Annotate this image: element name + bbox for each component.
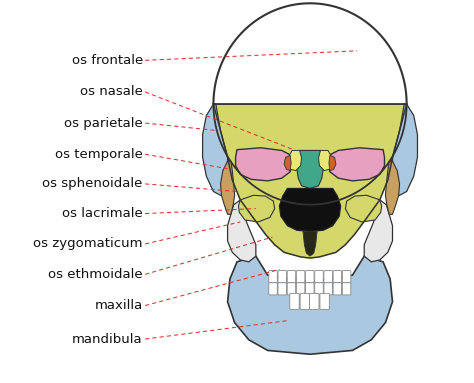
Polygon shape <box>328 148 384 181</box>
Polygon shape <box>286 151 301 170</box>
Polygon shape <box>220 161 235 214</box>
Polygon shape <box>213 104 407 258</box>
FancyBboxPatch shape <box>296 270 305 283</box>
Polygon shape <box>228 256 392 354</box>
FancyBboxPatch shape <box>300 293 310 309</box>
Polygon shape <box>284 155 291 170</box>
Polygon shape <box>346 195 382 222</box>
FancyBboxPatch shape <box>333 270 342 283</box>
Polygon shape <box>202 104 228 195</box>
Text: mandibula: mandibula <box>72 332 143 345</box>
FancyBboxPatch shape <box>306 283 314 295</box>
Text: os sphenoidale: os sphenoidale <box>42 177 143 190</box>
Text: maxilla: maxilla <box>94 299 143 312</box>
Polygon shape <box>228 200 256 262</box>
Polygon shape <box>392 104 418 195</box>
Polygon shape <box>319 151 334 170</box>
FancyBboxPatch shape <box>320 293 329 309</box>
Text: os parietale: os parietale <box>64 116 143 129</box>
Polygon shape <box>279 188 341 231</box>
Text: os temporale: os temporale <box>55 148 143 161</box>
FancyBboxPatch shape <box>290 293 299 309</box>
FancyBboxPatch shape <box>278 283 286 295</box>
FancyBboxPatch shape <box>333 283 342 295</box>
FancyBboxPatch shape <box>315 283 323 295</box>
FancyBboxPatch shape <box>287 283 296 295</box>
FancyBboxPatch shape <box>296 283 305 295</box>
FancyBboxPatch shape <box>315 270 323 283</box>
Polygon shape <box>329 155 336 170</box>
Polygon shape <box>238 195 275 222</box>
Text: os ethmoidale: os ethmoidale <box>48 268 143 281</box>
Text: os frontale: os frontale <box>72 54 143 67</box>
Text: os zygomaticum: os zygomaticum <box>33 237 143 250</box>
Polygon shape <box>385 161 400 214</box>
Text: os lacrimale: os lacrimale <box>62 207 143 220</box>
Polygon shape <box>236 148 292 181</box>
FancyBboxPatch shape <box>278 270 286 283</box>
Polygon shape <box>364 200 392 262</box>
FancyBboxPatch shape <box>342 283 351 295</box>
FancyBboxPatch shape <box>324 283 332 295</box>
FancyBboxPatch shape <box>287 270 296 283</box>
FancyBboxPatch shape <box>310 293 319 309</box>
FancyBboxPatch shape <box>269 283 277 295</box>
Polygon shape <box>303 231 317 256</box>
FancyBboxPatch shape <box>269 270 277 283</box>
FancyBboxPatch shape <box>324 270 332 283</box>
Text: os nasale: os nasale <box>80 85 143 98</box>
Polygon shape <box>297 151 323 188</box>
Polygon shape <box>213 104 407 205</box>
FancyBboxPatch shape <box>306 270 314 283</box>
FancyBboxPatch shape <box>342 270 351 283</box>
